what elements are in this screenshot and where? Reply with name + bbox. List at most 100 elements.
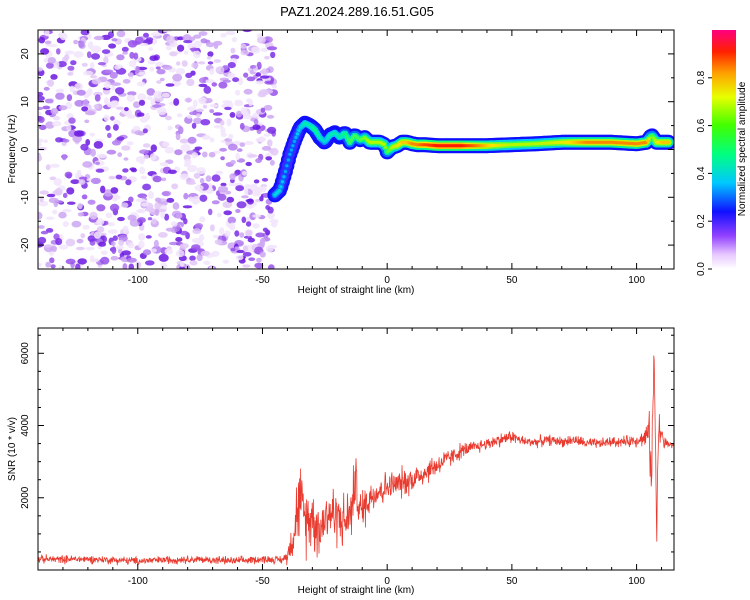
- noise-blob: [261, 146, 272, 151]
- colorbar-tick-label: 0.8: [696, 70, 707, 84]
- noise-blob: [45, 228, 54, 233]
- noise-blob: [252, 214, 262, 218]
- noise-blob: [74, 99, 85, 107]
- noise-blob: [184, 97, 193, 103]
- noise-blob: [245, 230, 253, 237]
- noise-blob: [159, 162, 169, 167]
- noise-blob: [105, 124, 111, 131]
- noise-blob: [220, 33, 227, 38]
- noise-blob: [96, 204, 106, 212]
- noise-blob: [224, 230, 231, 237]
- noise-blob: [76, 89, 86, 96]
- noise-blob: [270, 147, 279, 156]
- noise-blob: [178, 126, 184, 135]
- noise-blob: [259, 251, 266, 258]
- snr-xtick-label: 100: [628, 576, 645, 587]
- noise-blob: [192, 200, 199, 205]
- noise-blob: [235, 152, 240, 161]
- noise-blob: [253, 187, 262, 195]
- noise-blob: [192, 228, 202, 235]
- noise-blob: [230, 160, 236, 165]
- noise-blob: [202, 104, 208, 109]
- noise-blob: [262, 227, 268, 232]
- noise-blob: [80, 143, 89, 151]
- noise-blob: [246, 204, 255, 209]
- noise-blob: [213, 150, 221, 154]
- noise-blob: [111, 85, 116, 91]
- noise-blob: [198, 234, 205, 242]
- noise-blob: [219, 147, 228, 152]
- noise-blob: [48, 197, 59, 204]
- noise-blob: [47, 57, 56, 64]
- noise-blob: [222, 79, 231, 83]
- spectrogram-xtick-label: 50: [506, 275, 518, 286]
- noise-blob: [108, 43, 117, 49]
- noise-blob: [158, 253, 169, 262]
- noise-blob: [154, 208, 160, 216]
- noise-blob: [199, 216, 206, 223]
- noise-blob: [187, 106, 197, 112]
- noise-blob: [223, 210, 232, 216]
- noise-blob: [248, 257, 256, 262]
- noise-blob: [246, 98, 252, 103]
- noise-blob: [174, 81, 181, 86]
- noise-blob: [121, 250, 131, 256]
- noise-blob: [239, 142, 246, 148]
- noise-blob: [243, 72, 249, 78]
- noise-blob: [243, 187, 249, 196]
- noise-blob: [225, 30, 236, 36]
- noise-blob: [129, 51, 135, 59]
- noise-blob: [126, 257, 137, 263]
- noise-blob: [157, 107, 167, 115]
- noise-blob: [194, 146, 203, 150]
- noise-blob: [46, 193, 56, 198]
- noise-blob: [136, 198, 146, 202]
- noise-blob: [215, 170, 224, 175]
- noise-blob: [121, 46, 129, 53]
- noise-blob: [233, 140, 241, 146]
- noise-blob: [260, 107, 266, 113]
- noise-blob: [38, 138, 44, 143]
- noise-blob: [66, 124, 72, 132]
- noise-blob: [75, 263, 81, 269]
- noise-blob: [215, 66, 225, 74]
- noise-blob: [46, 62, 54, 69]
- noise-blob: [165, 227, 175, 232]
- noise-blob: [247, 237, 255, 243]
- noise-blob: [109, 71, 118, 79]
- snr-frame: [37, 327, 675, 571]
- noise-blob: [174, 149, 183, 156]
- noise-blob: [255, 72, 262, 77]
- noise-blob: [142, 249, 152, 256]
- noise-blob: [211, 174, 221, 182]
- colorbar: 0.0 0.2 0.4 0.6 0.8 Normalized spectral ampl…: [696, 30, 748, 276]
- band-cell: [295, 132, 299, 136]
- spectrogram-ytick-label: -10: [20, 190, 31, 205]
- noise-blob: [62, 138, 70, 143]
- noise-blob: [161, 191, 170, 197]
- noise-blob: [78, 179, 86, 185]
- noise-blob: [245, 161, 252, 167]
- noise-blob: [252, 124, 261, 130]
- noise-blob: [104, 97, 109, 105]
- noise-blob: [173, 98, 180, 106]
- noise-blob: [107, 229, 118, 235]
- noise-blob: [142, 183, 152, 191]
- noise-blob: [219, 227, 225, 235]
- spectrogram-xtick-label: -100: [128, 275, 148, 286]
- noise-blob: [271, 84, 278, 89]
- noise-blob: [185, 72, 193, 79]
- noise-blob: [50, 264, 56, 269]
- noise-blob: [200, 250, 210, 256]
- noise-blob: [110, 187, 119, 194]
- noise-blob: [83, 70, 94, 76]
- noise-blob: [193, 40, 202, 49]
- noise-blob: [159, 77, 165, 82]
- noise-blob: [180, 144, 191, 152]
- noise-blob: [175, 132, 181, 141]
- noise-blob: [227, 72, 236, 79]
- noise-blob: [132, 125, 141, 132]
- noise-blob: [111, 246, 117, 254]
- noise-blob: [115, 106, 124, 110]
- noise-blob: [220, 156, 225, 161]
